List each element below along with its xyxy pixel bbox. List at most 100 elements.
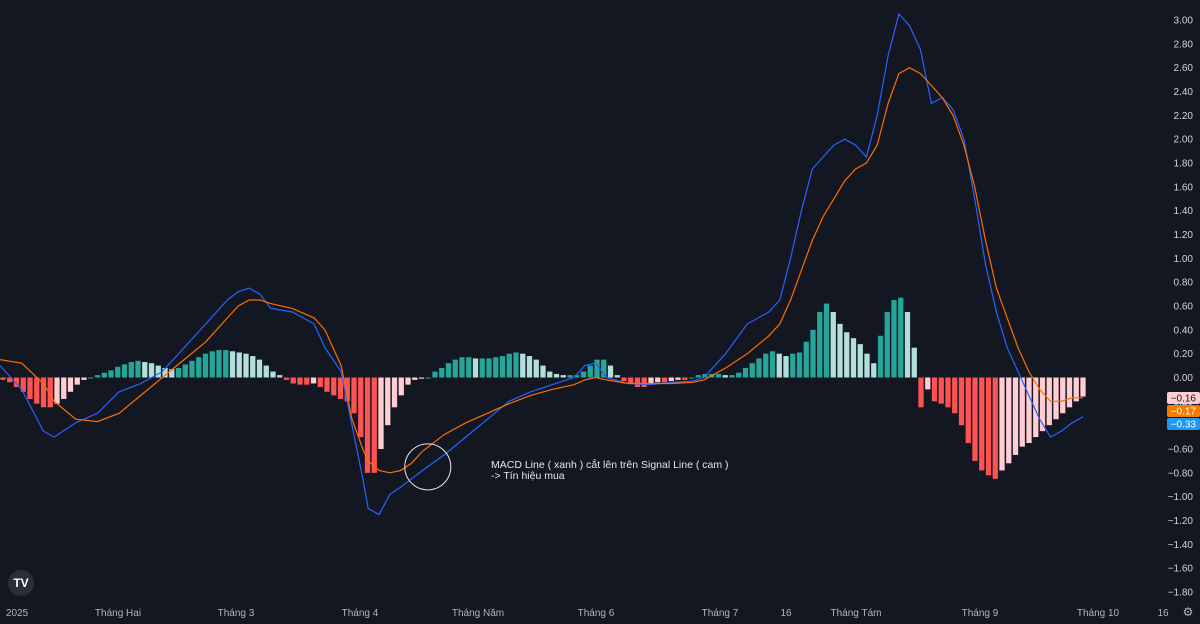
- y-tick-label: 1.80: [1174, 159, 1194, 170]
- histogram-bar: [641, 377, 647, 388]
- histogram-bar: [108, 370, 114, 378]
- histogram-bar: [243, 353, 249, 378]
- x-tick-label: Tháng Hai: [95, 608, 141, 619]
- y-tick-label: 0.00: [1174, 373, 1194, 384]
- histogram-bar: [1060, 377, 1066, 414]
- macd-line: [0, 12, 1084, 516]
- y-tick-label: −0.60: [1168, 445, 1194, 456]
- histogram-bar: [169, 369, 175, 378]
- histogram-bar: [405, 377, 411, 385]
- histogram-bar: [526, 356, 533, 378]
- histogram-bar: [229, 351, 236, 378]
- histogram-bar: [621, 377, 627, 382]
- histogram-bar: [27, 377, 33, 399]
- histogram-bar: [918, 377, 924, 408]
- y-tick-label: 2.60: [1174, 63, 1194, 74]
- value-badge-label: −0.16: [1171, 394, 1197, 405]
- x-tick-label: Tháng Năm: [452, 608, 504, 619]
- histogram-bar: [884, 311, 890, 378]
- histogram-bar: [817, 311, 823, 378]
- histogram-bar: [223, 350, 229, 378]
- histogram-bar: [1073, 377, 1079, 402]
- histogram-bar: [7, 377, 13, 383]
- histogram-bar: [115, 366, 121, 378]
- histogram-bar: [1006, 377, 1012, 464]
- histogram-bar: [810, 329, 816, 378]
- histogram-bar: [513, 352, 519, 378]
- x-tick-label: 2025: [6, 608, 29, 619]
- histogram-bar: [688, 377, 695, 379]
- signal-line: [0, 67, 1083, 474]
- histogram-bar: [992, 377, 998, 479]
- histogram-bar: [668, 377, 674, 382]
- histogram-bar: [614, 375, 620, 378]
- histogram-bar: [837, 323, 843, 378]
- histogram-bar: [648, 377, 654, 384]
- histogram-bar: [81, 377, 87, 380]
- histogram-bar: [891, 300, 897, 378]
- x-axis[interactable]: 2025 Tháng Hai Tháng 3 Tháng 4 Tháng Năm Thán…: [6, 608, 1169, 619]
- histogram-bar: [965, 377, 971, 444]
- y-tick-label: −1.60: [1168, 564, 1194, 575]
- histogram-bar: [425, 377, 431, 379]
- histogram-bar: [695, 375, 701, 378]
- histogram-bar: [830, 311, 836, 378]
- histogram-bar: [466, 357, 472, 378]
- y-tick-label: 2.80: [1174, 39, 1194, 50]
- y-tick-label: 0.20: [1174, 349, 1194, 360]
- histogram-bar: [324, 377, 330, 392]
- y-tick-label: 3.00: [1174, 16, 1194, 27]
- histogram-bar: [985, 377, 992, 476]
- histogram-bar: [0, 377, 6, 380]
- histogram-bar: [587, 365, 593, 378]
- histogram-bar: [310, 377, 317, 384]
- histogram-bar: [175, 367, 182, 378]
- histogram-bar: [1012, 377, 1019, 455]
- histogram-bar: [317, 377, 323, 388]
- y-tick-label: −1.40: [1168, 540, 1194, 551]
- histogram-bar: [553, 373, 560, 378]
- histogram-bar: [391, 377, 398, 408]
- histogram-bar: [520, 353, 526, 378]
- histogram-bar: [769, 351, 776, 378]
- histogram-bar: [371, 377, 377, 473]
- histogram-bar: [675, 377, 681, 380]
- histogram-bar: [236, 352, 242, 378]
- value-badge: [1167, 418, 1200, 430]
- histogram-bar: [263, 365, 269, 378]
- histogram-bar: [162, 367, 168, 378]
- tradingview-logo-icon[interactable]: TV: [8, 570, 34, 596]
- histogram-bar: [432, 371, 438, 378]
- histogram-bar: [682, 377, 688, 380]
- histogram-bar: [567, 375, 573, 378]
- histogram-bar: [763, 353, 769, 378]
- histogram-bar: [196, 357, 202, 378]
- histogram-bar: [351, 377, 357, 414]
- histogram-bar: [189, 360, 195, 378]
- histogram-bar: [722, 375, 728, 378]
- histogram-bar: [283, 377, 290, 380]
- histogram-bar: [540, 365, 546, 378]
- histogram-bar: [209, 351, 215, 378]
- histogram-bar: [34, 377, 40, 404]
- histogram-bar: [67, 377, 74, 392]
- histogram-bar: [412, 377, 418, 380]
- x-tick-label: Tháng 3: [218, 608, 255, 619]
- histogram-bar: [601, 359, 607, 378]
- histogram-bar: [823, 303, 830, 378]
- histogram-bar: [121, 364, 128, 378]
- histogram-bar: [385, 377, 391, 426]
- value-badge: [1167, 405, 1200, 417]
- histogram-bar: [560, 375, 566, 378]
- histogram-bar: [88, 377, 94, 379]
- histogram-bar: [13, 377, 20, 388]
- y-tick-label: −1.00: [1168, 492, 1194, 503]
- histogram-bar: [715, 373, 722, 378]
- gear-icon[interactable]: ⚙: [1182, 605, 1194, 619]
- annotation-line-2: -> Tín hiệu mua: [491, 470, 565, 482]
- histogram-bar: [729, 375, 735, 378]
- histogram-bar: [850, 338, 857, 378]
- histogram-bar: [1066, 377, 1073, 408]
